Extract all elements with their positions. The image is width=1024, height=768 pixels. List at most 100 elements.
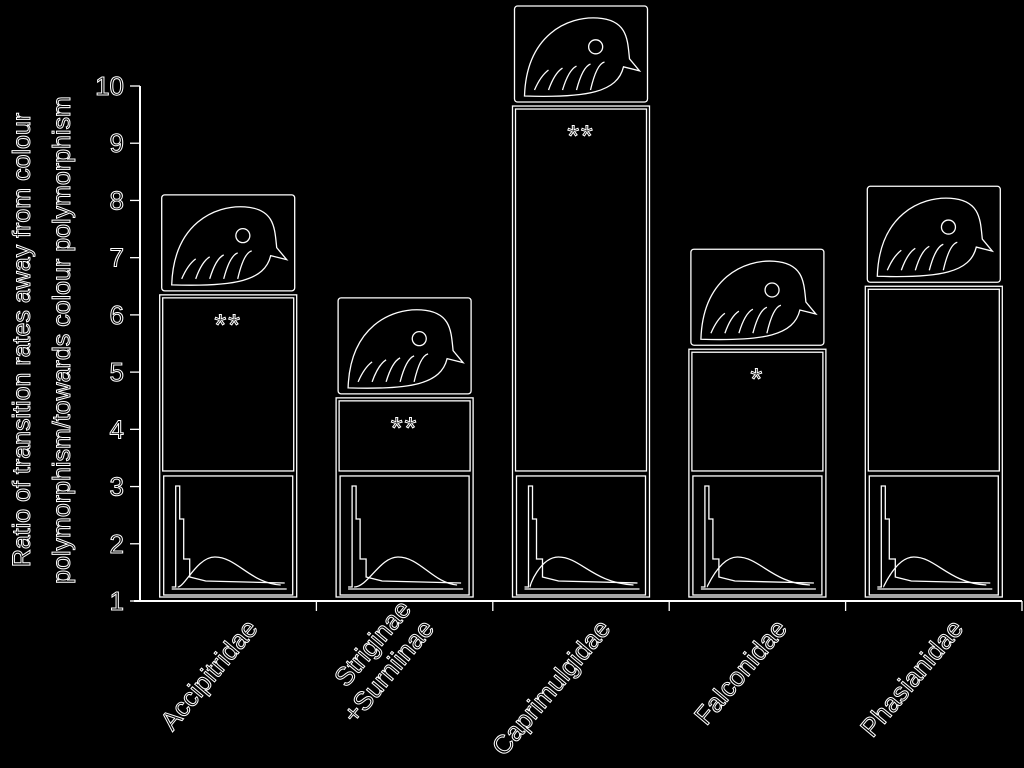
pheasant-head-feather-line bbox=[886, 249, 902, 271]
bar-group-5 bbox=[864, 185, 1003, 598]
significance-stars: ** bbox=[567, 120, 594, 153]
bar-group-2: ** bbox=[335, 297, 474, 598]
owl-head-eye bbox=[411, 331, 427, 347]
x-tick-label: Caprimulgidae bbox=[486, 614, 617, 762]
pheasant-head-feather-line bbox=[928, 243, 944, 271]
hawk-head-feather-line bbox=[209, 254, 225, 280]
x-tick-label: Accipitridae bbox=[154, 614, 263, 736]
x-label-group: Caprimulgidae bbox=[485, 613, 617, 762]
pheasant-head-feather-line bbox=[942, 241, 958, 271]
y-tick-label: 6 bbox=[110, 300, 124, 330]
inset-histogram-hump bbox=[882, 556, 987, 588]
y-tick-label: 2 bbox=[110, 529, 124, 559]
bar-group-3: ** bbox=[511, 5, 651, 598]
falcon-head-feather-line bbox=[766, 304, 782, 334]
inset-histogram-hump bbox=[177, 556, 281, 588]
x-label-group: Striginae+Surniinae bbox=[327, 594, 440, 729]
bar-inner bbox=[691, 351, 824, 472]
y-tick-label: 8 bbox=[110, 185, 124, 215]
hawk-head-outline bbox=[171, 206, 289, 286]
x-label-group: Phasianidae bbox=[854, 613, 970, 743]
bars: ******* bbox=[159, 5, 1003, 598]
nightjar-head-feather-line bbox=[589, 61, 605, 91]
x-label-group: Accipitridae bbox=[154, 613, 264, 736]
inset-histogram-hump bbox=[353, 556, 458, 588]
inset-histogram-spike bbox=[700, 485, 814, 588]
bar bbox=[511, 105, 651, 598]
bar-inner bbox=[514, 108, 648, 472]
inset-histogram-spike bbox=[877, 485, 991, 588]
bar-inner bbox=[162, 297, 295, 472]
y-tick-label: 9 bbox=[110, 128, 124, 158]
bar-group-4: * bbox=[688, 248, 827, 598]
falcon-head-feather-line bbox=[710, 312, 726, 334]
hawk-head-feather-line bbox=[237, 250, 252, 280]
falcon-head-image-frame bbox=[690, 248, 825, 346]
inset-histogram-hump bbox=[529, 556, 634, 588]
nightjar-head-feather-line bbox=[561, 65, 577, 91]
hawk-head-image-frame bbox=[161, 194, 296, 292]
bar bbox=[864, 285, 1003, 598]
falcon-head-feather-line bbox=[752, 306, 768, 334]
x-tick-labels: Accipitridae Striginae+Surniinae Caprimulg… bbox=[154, 594, 970, 762]
pheasant-head-feather-line bbox=[914, 245, 930, 271]
y-tick-label: 3 bbox=[110, 472, 124, 502]
hawk-head-feather-line bbox=[195, 256, 211, 280]
owl-head-outline bbox=[347, 309, 465, 389]
nightjar-head-eye bbox=[588, 39, 604, 55]
inset-histogram-hump bbox=[706, 556, 810, 588]
owl-head-feather-line bbox=[357, 361, 373, 383]
falcon-head-eye bbox=[764, 282, 780, 298]
nightjar-head-feather-line bbox=[575, 63, 591, 91]
inset-histogram-spike bbox=[348, 485, 462, 588]
inset-box bbox=[339, 475, 470, 596]
significance-stars: ** bbox=[391, 412, 418, 445]
bar-inner bbox=[338, 400, 471, 472]
hawk-head-eye bbox=[235, 228, 251, 244]
hawk-head-feather-line bbox=[181, 258, 197, 280]
inset-histogram-spike bbox=[524, 485, 638, 588]
inset-box bbox=[515, 475, 647, 596]
axes: 1 2 3 4 5 6 7 8 9 10 bbox=[95, 71, 1023, 617]
bar bbox=[688, 348, 827, 598]
y-tick-label: 5 bbox=[110, 357, 124, 387]
nightjar-head-feather-line bbox=[547, 67, 563, 91]
inset-box bbox=[692, 475, 823, 596]
pheasant-head-image-frame bbox=[866, 185, 1001, 283]
y-tick-label: 10 bbox=[95, 71, 124, 101]
bar-group-1: ** bbox=[159, 194, 298, 598]
nightjar-head-feather-line bbox=[533, 69, 549, 91]
y-axis-label: Ratio of transition rates away from colo… bbox=[8, 96, 77, 585]
pheasant-head-outline bbox=[876, 197, 995, 278]
y-tick-label: 1 bbox=[110, 586, 124, 616]
y-tick-label: 4 bbox=[110, 414, 124, 444]
bar bbox=[335, 397, 474, 598]
bar bbox=[159, 294, 298, 598]
x-tick-label: Phasianidae bbox=[854, 614, 969, 743]
inset-histogram-spike bbox=[171, 485, 285, 588]
nightjar-head-outline bbox=[523, 17, 642, 98]
owl-head-feather-line bbox=[385, 357, 401, 383]
owl-head-feather-line bbox=[371, 359, 387, 383]
inset-box bbox=[163, 475, 294, 596]
y-tick-label: 7 bbox=[110, 243, 124, 273]
bar-inner bbox=[867, 288, 1000, 472]
inset-box bbox=[868, 475, 999, 596]
nightjar-head-image-frame bbox=[513, 5, 649, 103]
owl-head-feather-line bbox=[413, 353, 429, 383]
falcon-head-feather-line bbox=[738, 308, 754, 334]
x-label-group: Falconidae bbox=[687, 613, 793, 731]
x-tick-label: Falconidae bbox=[688, 614, 793, 731]
falcon-head-outline bbox=[700, 260, 818, 341]
y-axis-label-line: Ratio of transition rates away from colo… bbox=[8, 113, 36, 567]
owl-head-feather-line bbox=[399, 355, 415, 383]
y-axis-label-line: polymorphism/towards colour polymorphism bbox=[48, 96, 76, 584]
hawk-head-feather-line bbox=[223, 252, 238, 280]
significance-stars: * bbox=[751, 363, 765, 396]
pheasant-head-eye bbox=[940, 219, 957, 235]
owl-head-image-frame bbox=[337, 297, 472, 395]
significance-stars: ** bbox=[215, 309, 242, 342]
pheasant-head-feather-line bbox=[900, 247, 916, 271]
falcon-head-feather-line bbox=[724, 310, 740, 334]
